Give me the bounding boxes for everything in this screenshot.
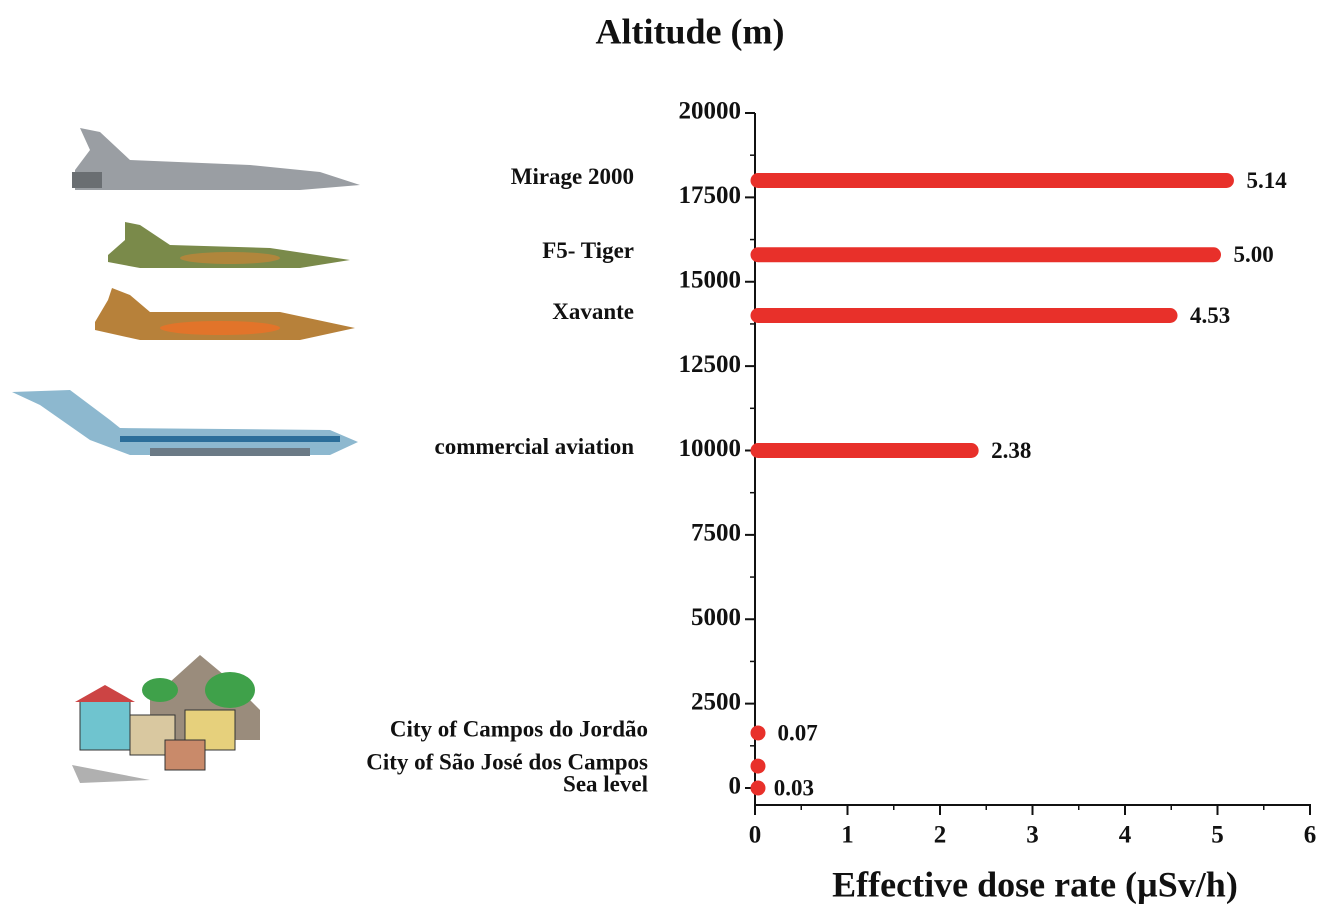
- f5-drawing: [108, 222, 350, 268]
- y-tick-label: 7500: [691, 520, 741, 547]
- category-label: F5- Tiger: [542, 238, 634, 263]
- y-tick-label: 12500: [679, 351, 742, 378]
- x-tick-label: 2: [934, 822, 947, 849]
- value-label: 5.14: [1246, 168, 1287, 193]
- value-label: 5.00: [1234, 242, 1274, 267]
- y-tick-label: 5000: [691, 604, 741, 631]
- xavante-drawing: [95, 288, 355, 340]
- y-tick-label: 0: [729, 773, 742, 800]
- airliner-drawing: [12, 390, 358, 456]
- x-axis-label: Effective dose rate (µSv/h): [832, 864, 1238, 904]
- y-tick-label: 2500: [691, 688, 741, 715]
- x-tick-label: 6: [1304, 822, 1317, 849]
- x-tick-label: 1: [841, 822, 854, 849]
- value-label: 0.03: [774, 775, 814, 800]
- x-tick-label: 5: [1211, 822, 1224, 849]
- x-tick-label: 4: [1119, 822, 1132, 849]
- category-label: City of Campos do Jordão: [390, 716, 648, 741]
- category-label: Sea level: [563, 771, 648, 796]
- city-drawing: [72, 655, 260, 783]
- x-tick-label: 3: [1026, 822, 1039, 849]
- x-tick-label: 0: [749, 822, 762, 849]
- category-label: Xavante: [552, 299, 634, 324]
- y-tick-label: 17500: [679, 182, 742, 209]
- category-label: Mirage 2000: [511, 164, 634, 189]
- chart: Altitude (m) Effective dose rate (µSv/h): [0, 0, 1320, 907]
- value-label: 2.38: [991, 438, 1031, 463]
- category-label: commercial aviation: [435, 434, 635, 459]
- chart-title: Altitude (m): [596, 11, 785, 51]
- value-label: 0.07: [777, 720, 817, 745]
- value-label: 4.53: [1190, 303, 1230, 328]
- page: {"chart_data": { "type": "bar", "orienta…: [0, 0, 1320, 907]
- y-tick-label: 20000: [679, 98, 742, 125]
- mirage-drawing: [72, 128, 360, 190]
- y-tick-label: 10000: [679, 435, 742, 462]
- y-tick-label: 15000: [679, 266, 742, 293]
- illustrations: [12, 128, 360, 783]
